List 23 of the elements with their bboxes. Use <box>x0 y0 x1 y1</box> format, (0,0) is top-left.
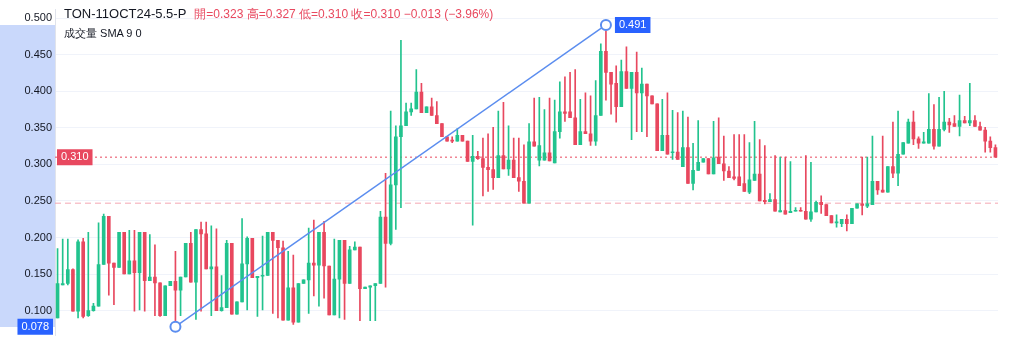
candlestick <box>183 243 188 278</box>
candlestick <box>327 265 332 316</box>
candlestick <box>163 285 168 317</box>
chart-subtitle: 開=0.323 高=0.327 低=0.310 收=0.310 −0.013 (−3.96%) <box>194 7 494 21</box>
y-tick-label: 0.100 <box>24 303 52 316</box>
chart-title: TON-11OCT24-5.5-P <box>64 6 187 21</box>
y-tick-label: 0.500 <box>24 11 52 24</box>
y-tick-label: 0.150 <box>24 267 52 280</box>
candlestick <box>265 232 270 276</box>
ref-line-label: 0.310 <box>61 150 89 163</box>
y-tick-label: 0.300 <box>24 157 52 170</box>
annotation: 0.491 <box>618 17 647 30</box>
candlestick <box>122 232 127 275</box>
y-tick-label: 0.450 <box>24 47 52 60</box>
annotation: 0.078 <box>21 319 49 332</box>
candlestick <box>885 166 890 193</box>
y-tick-label: 0.250 <box>24 194 52 207</box>
candlestick <box>250 237 255 279</box>
annotation: 成交量 SMA 9 0 <box>64 26 142 41</box>
y-tick-label: 0.400 <box>24 84 52 97</box>
y-tick-label: 0.200 <box>24 230 52 243</box>
candlestick <box>117 232 121 268</box>
y-tick-label: 0.350 <box>24 120 52 133</box>
